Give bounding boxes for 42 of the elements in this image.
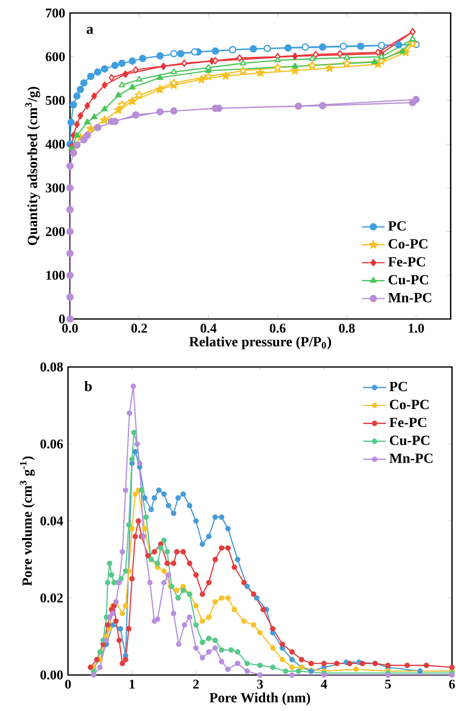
y-axis-title: Quantity adsorbed (cm$^{3}$/g) xyxy=(25,86,40,246)
y-tick-label: 0.08 xyxy=(40,362,63,372)
x-tick-label: 0.2 xyxy=(131,324,147,333)
y-tick-label: 500 xyxy=(46,96,65,105)
y-tick-label: 700 xyxy=(46,8,65,18)
legend-label: Cu-PC xyxy=(390,436,430,446)
y-tick-label: 400 xyxy=(45,140,65,149)
legend-label: Co-PC xyxy=(388,239,428,249)
y-tick-label: 600 xyxy=(46,52,65,62)
x-tick-label: 0.0 xyxy=(62,324,78,333)
legend-label: Fe-PC xyxy=(389,418,426,428)
x-tick-label: 0.4 xyxy=(200,324,217,333)
x-tick-label: 5 xyxy=(385,680,391,689)
y-tick-label: 0.02 xyxy=(40,593,63,603)
y-tick-label: 0.00 xyxy=(40,670,63,680)
legend-label: Fe-PC xyxy=(388,257,425,266)
x-axis-title: Relative pressure (P/P$_{0}$) xyxy=(189,336,332,350)
legend-label: PC xyxy=(389,382,407,392)
legend-label: Co-PC xyxy=(390,400,429,410)
x-tick-label: 4 xyxy=(320,680,328,688)
y-tick-label: 100 xyxy=(46,270,65,280)
x-tick-label: 0 xyxy=(65,680,71,689)
x-tick-label: 6 xyxy=(449,680,455,689)
legend-label: Mn-PC xyxy=(389,454,432,464)
legend-label: Cu-PC xyxy=(388,275,428,284)
y-tick-label: 200 xyxy=(46,227,65,236)
x-tick-label: 1 xyxy=(130,680,135,689)
annotation: b xyxy=(84,380,92,392)
x-tick-label: 0.6 xyxy=(270,324,286,333)
x-axis-title: Pore Width (nm) xyxy=(210,692,310,706)
y-tick-label: 0.06 xyxy=(40,439,63,449)
y-tick-label: 300 xyxy=(46,183,65,192)
x-tick-label: 2 xyxy=(193,680,199,689)
legend-label: PC xyxy=(388,221,406,231)
y-tick-label: 0.04 xyxy=(40,516,64,526)
legend-label: Mn-PC xyxy=(388,292,432,302)
annotation: a xyxy=(86,26,94,34)
x-tick-label: 1.0 xyxy=(408,324,424,333)
x-tick-label: 3 xyxy=(257,680,263,689)
y-tick-label: 0 xyxy=(59,314,65,324)
y-axis-title: Pore volume (cm$^{3}$ g$^{-1}$) xyxy=(20,456,35,586)
x-tick-label: 0.8 xyxy=(339,324,355,333)
